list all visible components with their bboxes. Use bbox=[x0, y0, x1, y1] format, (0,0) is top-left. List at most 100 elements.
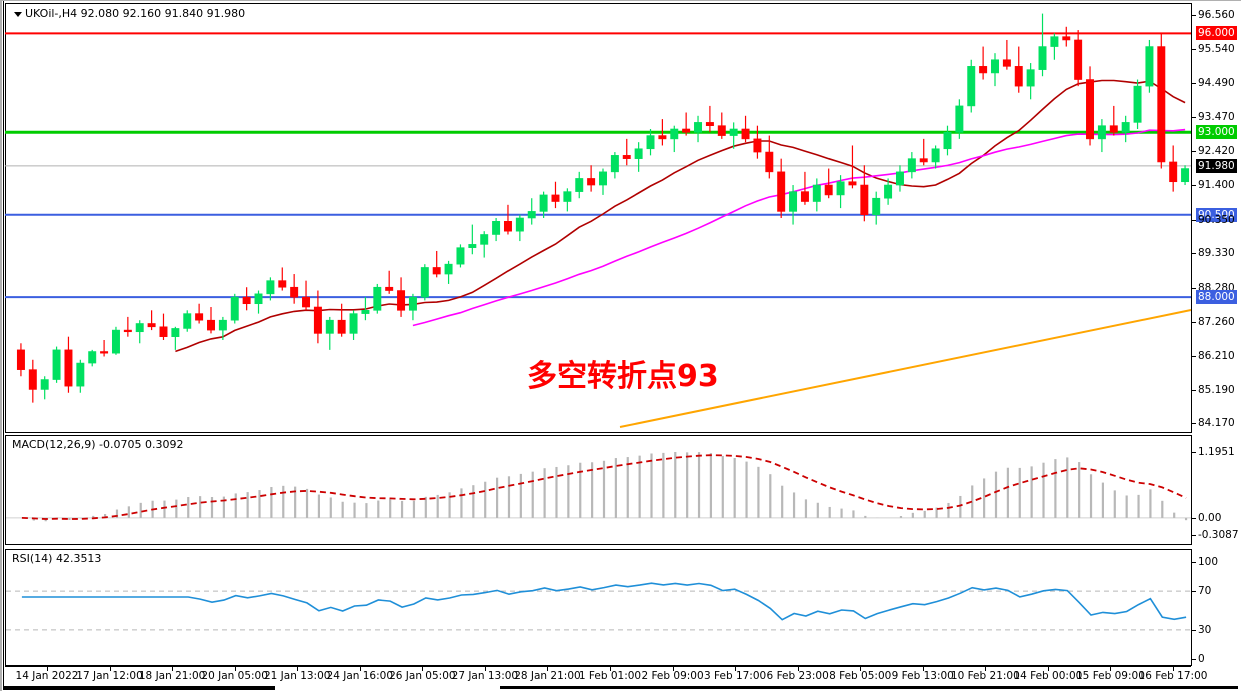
candle-body bbox=[955, 105, 964, 133]
candle-body bbox=[1121, 122, 1130, 133]
candle-body bbox=[503, 220, 512, 232]
price-marker-93.000[interactable]: 93.000 bbox=[1196, 125, 1237, 140]
time-tick bbox=[1047, 667, 1049, 671]
time-tick-label: 14 Feb 00:00 bbox=[1013, 670, 1083, 682]
rsi-scale: 100 70 30 0 bbox=[1191, 549, 1241, 666]
price-marker-96.000[interactable]: 96.000 bbox=[1196, 26, 1237, 41]
candle-body bbox=[313, 306, 322, 334]
price-tick bbox=[1192, 83, 1196, 85]
candle-body bbox=[230, 296, 239, 321]
price-marker-88.000[interactable]: 88.000 bbox=[1196, 290, 1237, 305]
candle-body bbox=[1062, 36, 1071, 41]
candle-body bbox=[563, 191, 572, 202]
time-tick-label: 20 Jan 05:00 bbox=[201, 670, 268, 682]
candle-body bbox=[1002, 59, 1011, 67]
candle-body bbox=[64, 349, 73, 387]
time-tick-label: 16 Feb 17:00 bbox=[1138, 670, 1208, 682]
candle-body bbox=[420, 267, 429, 298]
price-scale[interactable]: 96.560 96.000 95.540 94.490 93.470 93.000 92.4… bbox=[1191, 3, 1241, 433]
candle-body bbox=[1109, 125, 1118, 133]
horizontal-scrollbar[interactable] bbox=[3, 686, 275, 690]
time-tick-label: 10 Feb 21:00 bbox=[950, 670, 1020, 682]
rsi-tick bbox=[1192, 591, 1196, 593]
candle-body bbox=[266, 280, 275, 295]
rsi-tick bbox=[1192, 562, 1196, 563]
time-tick-label: 8 Feb 05:00 bbox=[829, 670, 892, 682]
candle-body bbox=[1074, 39, 1083, 80]
candle-body bbox=[468, 244, 477, 248]
macd-panel[interactable] bbox=[5, 435, 1239, 545]
candle-body bbox=[444, 263, 453, 275]
time-axis[interactable]: 14 Jan 2022 17 Jan 12:00 18 Jan 21:00 20 Ja… bbox=[5, 666, 1207, 691]
time-tick bbox=[922, 667, 924, 671]
macd-canvas bbox=[6, 451, 1192, 522]
time-tick bbox=[860, 667, 862, 671]
rsi-panel[interactable] bbox=[5, 549, 1239, 666]
time-tick-label: 28 Jan 21:00 bbox=[514, 670, 581, 682]
candle-body bbox=[836, 181, 845, 196]
macd-title: MACD(12,26,9) -0.0705 0.3092 bbox=[12, 438, 184, 451]
candle-body bbox=[254, 293, 263, 305]
time-tick bbox=[109, 667, 111, 671]
candle-body bbox=[1157, 46, 1166, 163]
price-marker-90.500[interactable]: 90.500 bbox=[1196, 207, 1237, 222]
candle-body bbox=[218, 319, 227, 331]
candle-body bbox=[812, 184, 821, 202]
time-tick-label: 9 Feb 13:00 bbox=[891, 670, 954, 682]
chart-symbol-title[interactable]: UKOil-,H4 92.080 92.160 91.840 91.980 bbox=[14, 7, 245, 20]
candle-body bbox=[729, 128, 738, 136]
chart-symbol-text: UKOil-,H4 92.080 92.160 91.840 91.980 bbox=[25, 7, 246, 20]
macd-tick bbox=[1192, 451, 1196, 453]
candle-body bbox=[456, 247, 465, 265]
candle-body bbox=[753, 138, 762, 153]
price-tick-label: 86.210 bbox=[1198, 350, 1235, 363]
candle-body bbox=[242, 296, 251, 305]
rsi-canvas bbox=[6, 582, 1192, 631]
price-tick bbox=[1192, 253, 1196, 255]
candle-body bbox=[147, 323, 156, 328]
price-marker-91.980[interactable]: 91.980 bbox=[1196, 158, 1237, 173]
candle-body bbox=[1181, 168, 1190, 183]
price-tick bbox=[1192, 151, 1196, 153]
macd-tick bbox=[1192, 517, 1196, 519]
candle-body bbox=[682, 128, 691, 133]
price-tick-label: 93.470 bbox=[1198, 110, 1235, 123]
candle-body bbox=[527, 211, 536, 219]
candle-body bbox=[694, 122, 703, 133]
candle-body bbox=[1133, 85, 1142, 123]
candle-body bbox=[634, 148, 643, 159]
price-tick-label: 90.350 bbox=[1198, 213, 1235, 226]
candle-body bbox=[1145, 46, 1154, 87]
price-tick-label: 89.330 bbox=[1198, 247, 1235, 260]
rsi-tick-label: 30 bbox=[1198, 623, 1212, 636]
triangle-down-icon[interactable] bbox=[14, 11, 22, 17]
candle-body bbox=[325, 319, 334, 334]
candle-body bbox=[872, 197, 881, 216]
candle-body bbox=[646, 135, 655, 150]
candle-body bbox=[777, 171, 786, 212]
candle-body bbox=[111, 329, 120, 354]
time-tick bbox=[422, 667, 424, 671]
candle-body bbox=[76, 362, 85, 387]
rsi-tick-label: 0 bbox=[1198, 653, 1205, 665]
candle-body bbox=[100, 351, 109, 354]
candle-body bbox=[1014, 66, 1023, 87]
time-tick-label: 27 Jan 13:00 bbox=[451, 670, 519, 682]
candle-body bbox=[931, 148, 940, 163]
ascending-trendline[interactable] bbox=[619, 309, 1192, 428]
candle-body bbox=[741, 128, 750, 140]
price-tick bbox=[1192, 287, 1196, 289]
candle-body bbox=[907, 158, 916, 173]
candle-body bbox=[515, 217, 524, 232]
time-tick bbox=[797, 667, 799, 671]
moving-average-fast-line bbox=[175, 79, 1186, 353]
horizontal-scrollbar-track[interactable] bbox=[500, 686, 1238, 689]
time-tick-label: 2 Feb 09:00 bbox=[641, 670, 704, 682]
macd-tick-label: 1.1951 bbox=[1198, 445, 1235, 458]
candle-body bbox=[480, 234, 489, 245]
candle-body bbox=[1026, 69, 1035, 87]
time-tick bbox=[985, 667, 987, 671]
rsi-line bbox=[21, 582, 1187, 621]
candle-body bbox=[967, 66, 976, 107]
candle-body bbox=[278, 280, 287, 288]
